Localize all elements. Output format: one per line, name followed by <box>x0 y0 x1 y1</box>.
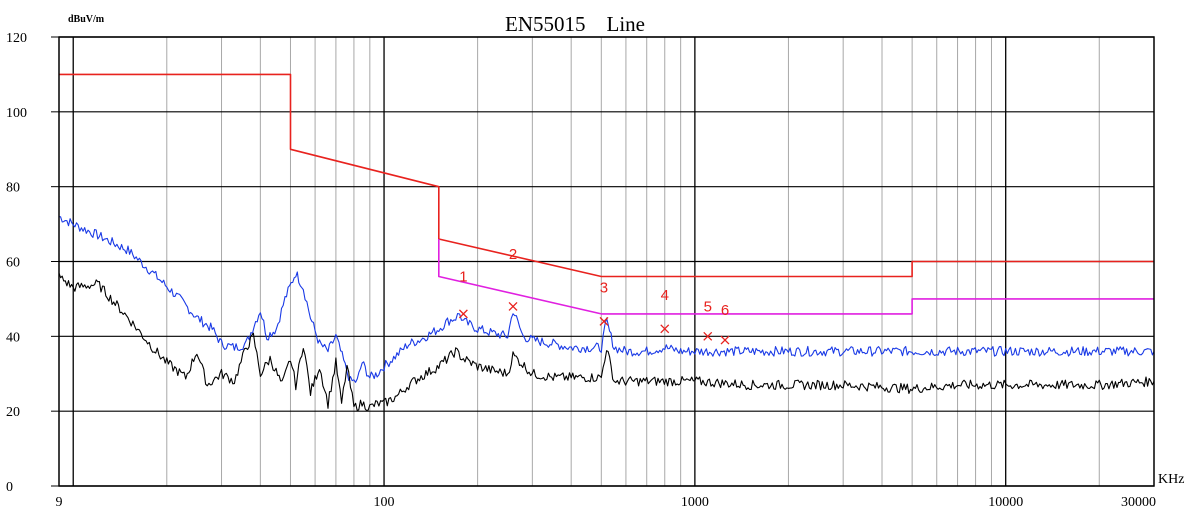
y-tick-label: 20 <box>6 405 20 420</box>
limit-line-average <box>438 239 1154 315</box>
marker-6: 6 <box>720 302 730 345</box>
x-tick-label: 10000 <box>988 495 1023 510</box>
y-tick-label: 60 <box>6 256 20 271</box>
marker-label: 2 <box>509 246 517 263</box>
markers-group: 1 2 3 4 5 6 <box>458 246 730 345</box>
marker-label: 6 <box>721 302 729 319</box>
marker-label: 1 <box>459 268 467 285</box>
marker-label: 5 <box>704 298 712 315</box>
y-tick-label: 40 <box>6 330 20 345</box>
marker-cross <box>720 335 730 345</box>
y-tick-label: 120 <box>6 31 27 46</box>
axes: 0 20 40 60 80 100 120 9 100 1000 10000 30000 <box>6 31 1156 510</box>
y-tick-label: 0 <box>6 480 13 495</box>
series-group <box>58 73 1155 412</box>
marker-2: 2 <box>508 246 518 311</box>
marker-cross <box>599 316 609 326</box>
marker-label: 4 <box>661 287 669 304</box>
x-tick-label: 100 <box>374 495 395 510</box>
marker-cross <box>458 309 468 319</box>
marker-1: 1 <box>458 268 468 319</box>
x-tick-label: 1000 <box>681 495 709 510</box>
marker-cross <box>660 324 670 334</box>
y-tick-label: 80 <box>6 181 20 196</box>
marker-3: 3 <box>599 280 609 326</box>
marker-label: 3 <box>600 280 608 297</box>
x-tick-label: 30000 <box>1121 495 1156 510</box>
x-tick-label: 9 <box>56 495 63 510</box>
chart-title: EN55015 Line <box>505 12 645 36</box>
marker-5: 5 <box>703 298 713 341</box>
marker-cross <box>508 301 518 311</box>
y-axis-label: dBuV/m <box>68 14 105 25</box>
marker-cross <box>703 331 713 341</box>
marker-4: 4 <box>660 287 670 334</box>
x-axis-label: KHz <box>1158 472 1184 487</box>
y-tick-label: 100 <box>6 106 27 121</box>
average-trace <box>58 272 1155 412</box>
